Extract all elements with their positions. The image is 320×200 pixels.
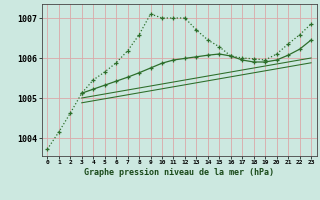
X-axis label: Graphe pression niveau de la mer (hPa): Graphe pression niveau de la mer (hPa): [84, 168, 274, 177]
